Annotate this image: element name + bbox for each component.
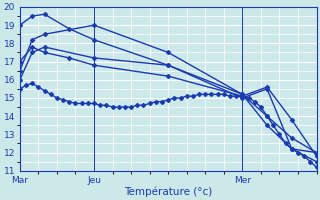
X-axis label: Température (°c): Température (°c)	[124, 186, 212, 197]
